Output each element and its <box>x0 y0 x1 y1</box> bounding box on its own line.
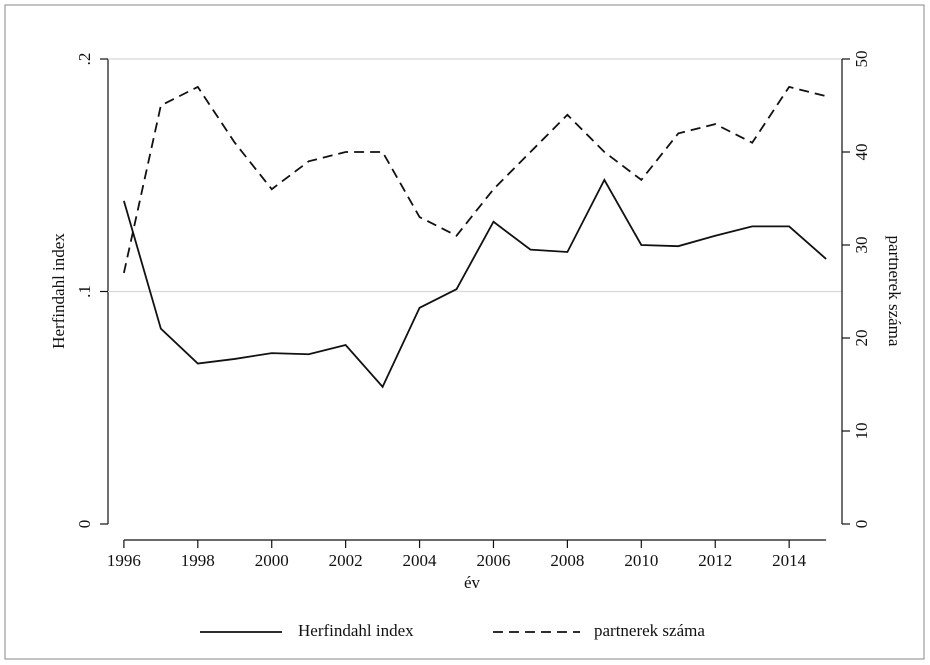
x-tick-label: 2014 <box>772 551 807 570</box>
x-tick-label: 2000 <box>255 551 289 570</box>
y2-axis-label: partnerek száma <box>885 236 904 347</box>
y2-tick-label: 20 <box>852 330 871 347</box>
y-tick-label: .1 <box>75 285 94 298</box>
y-tick-label: .2 <box>75 53 94 66</box>
x-tick-label: 2008 <box>550 551 584 570</box>
x-tick-label: 1998 <box>181 551 215 570</box>
y2-tick-label: 30 <box>852 237 871 254</box>
x-tick-label: 2012 <box>698 551 732 570</box>
x-axis-label: év <box>464 573 481 592</box>
legend-label: partnerek száma <box>594 621 705 640</box>
y2-tick-label: 40 <box>852 144 871 161</box>
x-tick-label: 1996 <box>107 551 141 570</box>
y-tick-label: 0 <box>75 520 94 529</box>
x-tick-label: 2010 <box>624 551 658 570</box>
x-tick-label: 2006 <box>476 551 510 570</box>
y2-tick-label: 10 <box>852 423 871 440</box>
y2-tick-label: 50 <box>852 51 871 68</box>
legend-label: Herfindahl index <box>298 621 414 640</box>
series-line <box>123 85 827 274</box>
x-tick-label: 2004 <box>403 551 438 570</box>
x-tick-label: 2002 <box>329 551 363 570</box>
y-axis-label: Herfindahl index <box>49 233 68 349</box>
series-line <box>123 178 827 389</box>
y2-tick-label: 0 <box>852 520 871 529</box>
